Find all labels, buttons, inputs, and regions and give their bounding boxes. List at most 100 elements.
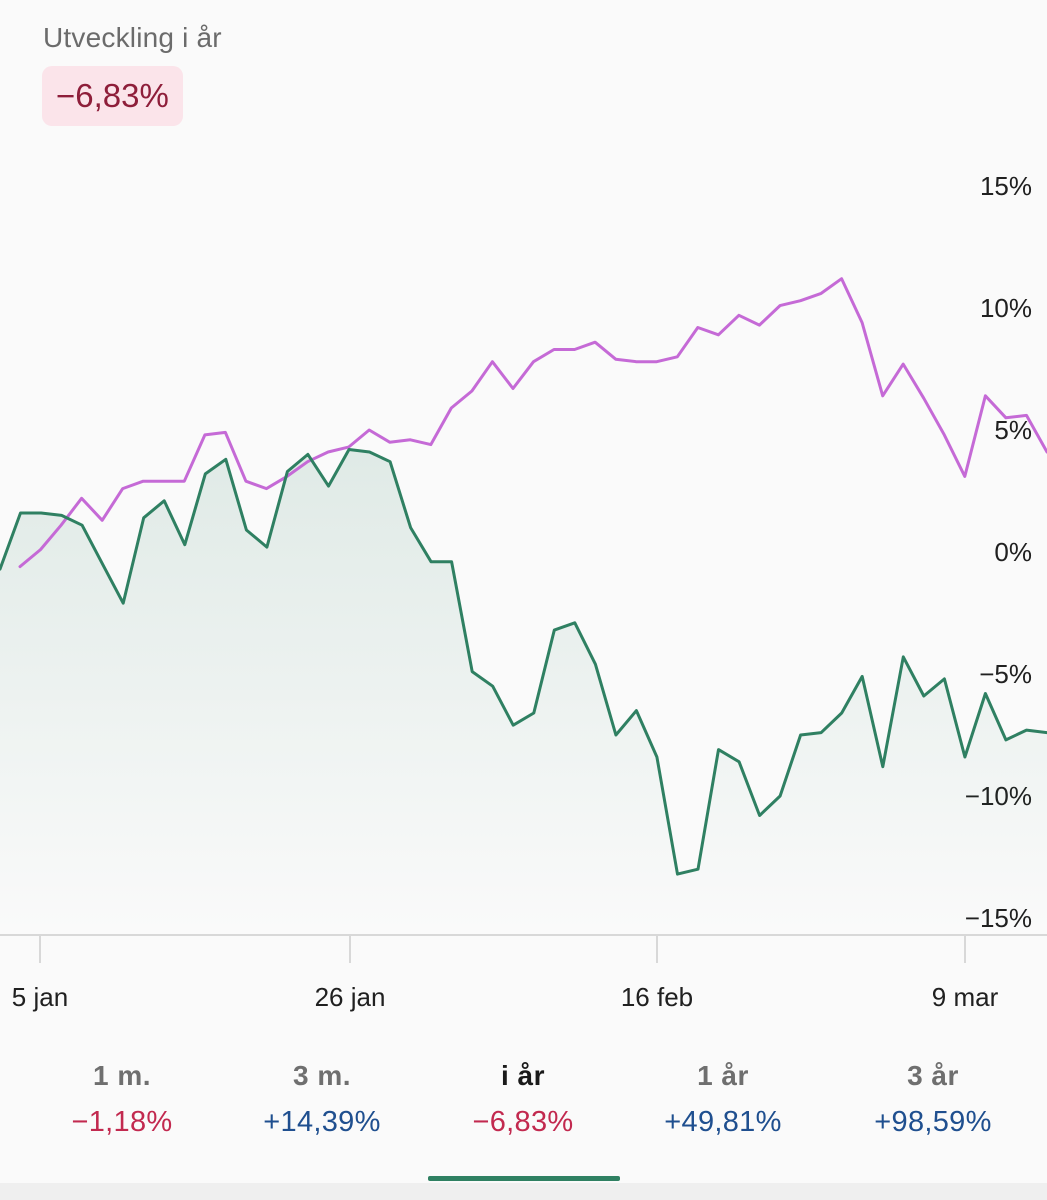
primary-series-point (942, 677, 946, 681)
comparison-series-point (922, 396, 926, 400)
primary-series-point (491, 684, 495, 688)
tab-3-år[interactable]: 3 år +98,59% (833, 1060, 1033, 1139)
x-tick-label: 9 mar (932, 982, 999, 1012)
comparison-series-point (983, 394, 987, 398)
comparison-series-point (100, 518, 104, 522)
primary-series-point (80, 523, 84, 527)
y-tick-label: 0% (994, 537, 1032, 567)
primary-series-point (306, 452, 310, 456)
comparison-series-point (223, 430, 227, 434)
primary-series-point (655, 755, 659, 759)
y-tick-label: 5% (994, 415, 1032, 445)
comparison-series-point (470, 389, 474, 393)
comparison-series-point (429, 443, 433, 447)
comparison-series-point (367, 428, 371, 432)
comparison-series-point (141, 479, 145, 483)
tab-1-år[interactable]: 1 år +49,81% (623, 1060, 823, 1139)
primary-series-point (162, 499, 166, 503)
tab-1-m[interactable]: 1 m. −1,18% (22, 1060, 222, 1139)
comparison-series-point (696, 326, 700, 330)
comparison-series-point (942, 433, 946, 437)
comparison-series-point (573, 347, 577, 351)
tab-i-år[interactable]: i år −6,83% (423, 1060, 623, 1139)
comparison-series-point (162, 479, 166, 483)
primary-series-point (1004, 738, 1008, 742)
tab-label: 1 år (697, 1060, 749, 1091)
comparison-series-point (819, 291, 823, 295)
primary-series-point (901, 655, 905, 659)
primary-series-point (552, 628, 556, 632)
primary-series-point (244, 528, 248, 532)
chart-heading: Utveckling i år (43, 22, 222, 53)
comparison-series-point (593, 340, 597, 344)
bottom-divider (0, 1183, 1047, 1200)
comparison-series-point (264, 487, 268, 491)
primary-series-point (922, 694, 926, 698)
comparison-series-point (203, 433, 207, 437)
comparison-series-point (1004, 416, 1008, 420)
comparison-series-point (840, 277, 844, 281)
primary-series-point (470, 670, 474, 674)
comparison-series-point (511, 387, 515, 391)
comparison-series-point (39, 548, 43, 552)
primary-series-point (101, 562, 105, 566)
primary-series-point (696, 867, 700, 871)
primary-series-point (881, 765, 885, 769)
comparison-series-point (449, 406, 453, 410)
comparison-series-point (244, 479, 248, 483)
primary-series-point (758, 814, 762, 818)
y-tick-label: −5% (979, 659, 1032, 689)
primary-series-point (799, 733, 803, 737)
tab-change-value: −6,83% (472, 1106, 574, 1138)
period-tabs: 1 m. −1,18% 3 m. +14,39% i år −6,83% 1 år +49,8… (0, 1040, 1047, 1200)
primary-series-point (737, 760, 741, 764)
comparison-series-point (532, 360, 536, 364)
primary-series-point (39, 511, 43, 515)
primary-series-point (265, 545, 269, 549)
primary-series-point (224, 457, 228, 461)
y-tick-label: 15% (980, 171, 1032, 201)
x-tick-label: 16 feb (621, 982, 693, 1012)
active-tab-indicator (428, 1176, 620, 1181)
comparison-series-point (799, 299, 803, 303)
primary-series-point (326, 484, 330, 488)
primary-series-point (614, 733, 618, 737)
comparison-series-point (347, 445, 351, 449)
primary-series-point (142, 516, 146, 520)
comparison-series-point (1024, 413, 1028, 417)
primary-series-point (819, 731, 823, 735)
tab-3-m[interactable]: 3 m. +14,39% (222, 1060, 422, 1139)
primary-series-line (0, 448, 1047, 876)
comparison-series-point (655, 360, 659, 364)
comparison-series-point (716, 333, 720, 337)
tab-label: 3 år (907, 1060, 959, 1091)
primary-series-area (0, 449, 1047, 935)
primary-series-point (450, 560, 454, 564)
primary-series-point (409, 526, 413, 530)
primary-series-point (860, 674, 864, 678)
comparison-series-point (408, 438, 412, 442)
comparison-series-point (306, 460, 310, 464)
tab-change-value: −1,18% (71, 1106, 173, 1138)
comparison-series-point (737, 313, 741, 317)
primary-series-point (60, 513, 64, 517)
primary-series-point (511, 723, 515, 727)
primary-series-point (593, 662, 597, 666)
primary-series-point (532, 711, 536, 715)
primary-series-point (840, 711, 844, 715)
primary-series-point (388, 460, 392, 464)
primary-series-point (983, 692, 987, 696)
primary-series-point (203, 472, 207, 476)
primary-series-point (717, 748, 721, 752)
comparison-series-point (490, 360, 494, 364)
comparison-series-point (860, 321, 864, 325)
comparison-series-point (182, 479, 186, 483)
primary-series-point (634, 709, 638, 713)
comparison-series-point (614, 357, 618, 361)
tab-change-value: +98,59% (874, 1106, 992, 1138)
primary-series-point (963, 755, 967, 759)
comparison-series-point (18, 565, 22, 569)
